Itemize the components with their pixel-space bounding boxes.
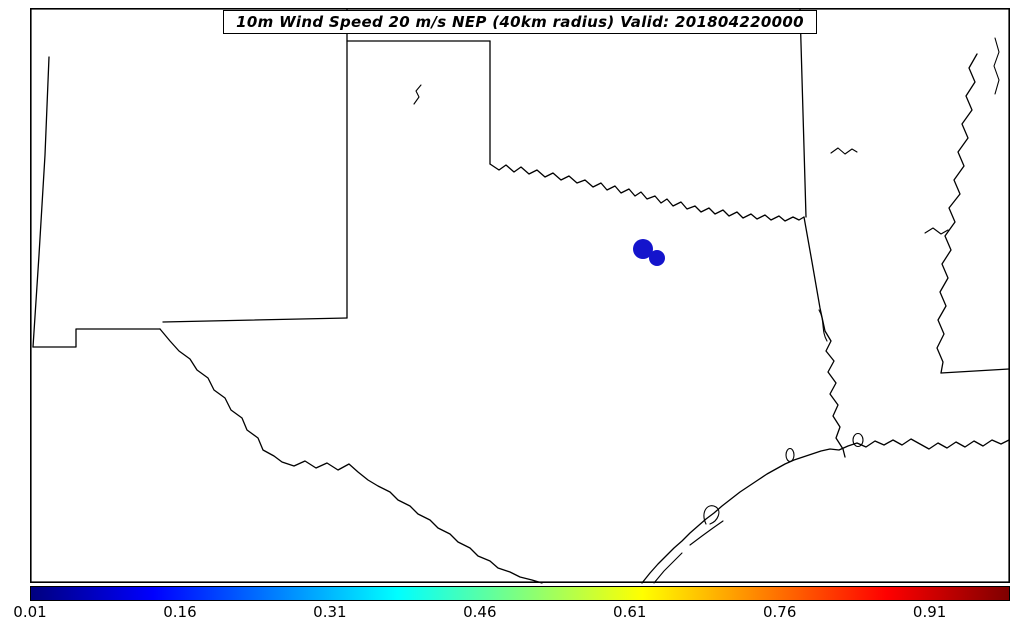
- colorbar-tick-label: 0.76: [762, 603, 797, 621]
- state-border-nm-south: [32, 328, 161, 348]
- colorbar-tick-label: 0.46: [463, 603, 497, 621]
- nep-probability-blob: [649, 250, 665, 266]
- canadian-river-squiggle: [413, 84, 422, 105]
- colorbar: [30, 586, 1010, 601]
- colorbar-tick-label: 0.01: [13, 603, 47, 621]
- state-border-ar-la: [940, 368, 1010, 374]
- colorbar-tick-label: 0.16: [163, 603, 197, 621]
- padre-island: [653, 552, 683, 584]
- plot-frame: [29, 8, 1011, 584]
- state-border-tx-east-sabine: [803, 216, 846, 458]
- galveston-bay: [703, 505, 720, 525]
- colorbar-tick-label: 0.91: [912, 603, 947, 621]
- arkansas-river-squiggle: [924, 227, 949, 235]
- state-border-tx-nm-32n: [162, 317, 348, 323]
- state-border-nm-az: [32, 56, 50, 348]
- colorbar-tick-label: 0.61: [613, 603, 647, 621]
- colorbar-tick-row: 0.01 0.16 0.31 0.46 0.61 0.76 0.91: [13, 603, 1010, 625]
- calcasieu-lake: [852, 432, 864, 448]
- toledo-bend-reservoir: [818, 309, 828, 342]
- mississippi-river: [936, 53, 978, 374]
- oklahoma-lake-squiggle: [830, 147, 858, 155]
- matagorda-island: [689, 520, 724, 546]
- red-river-border: [489, 163, 805, 222]
- gulf-coastline: [641, 438, 1010, 584]
- nep-probability-blob: [633, 239, 653, 259]
- rio-grande-border: [159, 328, 543, 584]
- sabine-lake: [785, 447, 795, 463]
- state-border-ok-ar: [799, 8, 807, 218]
- colorbar-tick-label: 0.31: [313, 603, 347, 621]
- st-francis-river-squiggle: [993, 37, 1000, 95]
